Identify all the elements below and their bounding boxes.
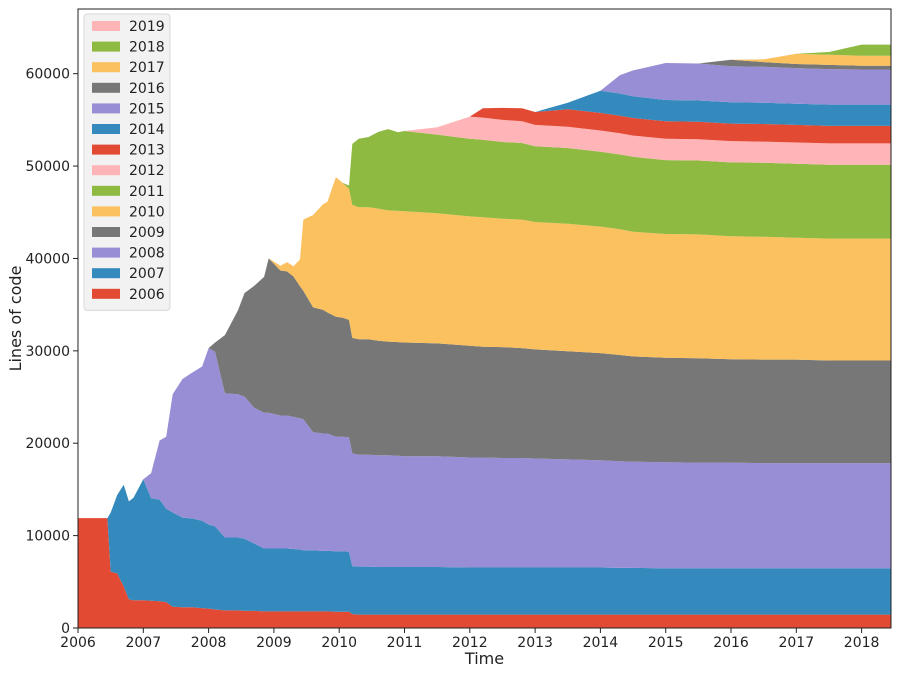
- area-layers: [78, 44, 891, 628]
- legend-label: 2008: [129, 246, 165, 262]
- x-tick-label: 2015: [648, 635, 684, 651]
- x-tick-label: 2007: [125, 635, 161, 651]
- legend-label: 2013: [129, 143, 165, 159]
- y-tick-label: 20000: [25, 436, 70, 452]
- x-tick-label: 2008: [191, 635, 227, 651]
- legend-label: 2018: [129, 40, 165, 56]
- x-tick-label: 2018: [844, 635, 880, 651]
- legend-swatch: [92, 144, 120, 155]
- legend-swatch: [92, 268, 120, 279]
- legend-swatch: [92, 165, 120, 176]
- legend-label: 2007: [129, 266, 165, 282]
- y-axis: 0 10000 20000 30000 40000 50000 60000: [25, 67, 78, 637]
- legend-swatch: [92, 41, 120, 52]
- plot-frame: [77, 8, 892, 629]
- legend-swatch: [92, 185, 120, 196]
- x-tick-label: 2016: [713, 635, 749, 651]
- legend-label: 2009: [129, 225, 165, 241]
- legend-swatch: [92, 103, 120, 114]
- x-axis: 2006 2007 2008 2009 2010 2011 2012 2013 2014 2015…: [60, 628, 879, 651]
- area-2008: [78, 348, 891, 569]
- x-tick-label: 2009: [256, 635, 292, 651]
- area-2012: [78, 116, 891, 519]
- x-tick-label: 2010: [321, 635, 357, 651]
- area-2006: [78, 518, 891, 628]
- legend-swatch: [92, 227, 120, 237]
- legend-swatch: [92, 124, 120, 134]
- area-2009: [78, 258, 891, 519]
- legend-swatch: [92, 206, 120, 217]
- legend-swatch: [92, 62, 120, 73]
- y-tick-label: 40000: [25, 251, 70, 267]
- area-2010: [78, 177, 891, 519]
- area-2011: [78, 129, 891, 519]
- legend-swatch: [92, 21, 120, 31]
- legend-label: 2012: [129, 163, 165, 179]
- x-tick-label: 2017: [778, 635, 814, 651]
- y-axis-label: Lines of code: [6, 266, 25, 372]
- y-tick-label: 60000: [25, 67, 70, 83]
- legend-swatch: [92, 247, 120, 258]
- x-tick-label: 2012: [452, 635, 488, 651]
- y-tick-label: 30000: [25, 344, 70, 360]
- area-2007: [78, 479, 891, 615]
- legend-label: 2011: [129, 184, 165, 200]
- x-tick-label: 2013: [517, 635, 553, 651]
- legend-label: 2019: [129, 19, 165, 35]
- y-tick-label: 50000: [25, 159, 70, 175]
- x-tick-label: 2011: [387, 635, 423, 651]
- x-tick-label: 2006: [60, 635, 96, 651]
- y-tick-label: 0: [61, 621, 70, 637]
- y-tick-label: 10000: [25, 529, 70, 545]
- legend-label: 2015: [129, 101, 165, 117]
- x-axis-label: Time: [464, 649, 504, 668]
- legend-swatch: [92, 82, 120, 93]
- legend-label: 2006: [129, 287, 165, 303]
- legend-label: 2017: [129, 60, 165, 76]
- x-tick-label: 2014: [583, 635, 619, 651]
- legend-label: 2016: [129, 81, 165, 97]
- legend-swatch: [92, 288, 120, 299]
- legend: 2019 2018 2017 2016 2015 2014 2013 2012 2011 2010…: [83, 13, 171, 311]
- legend-label: 2014: [129, 122, 165, 138]
- legend-label: 2010: [129, 204, 165, 220]
